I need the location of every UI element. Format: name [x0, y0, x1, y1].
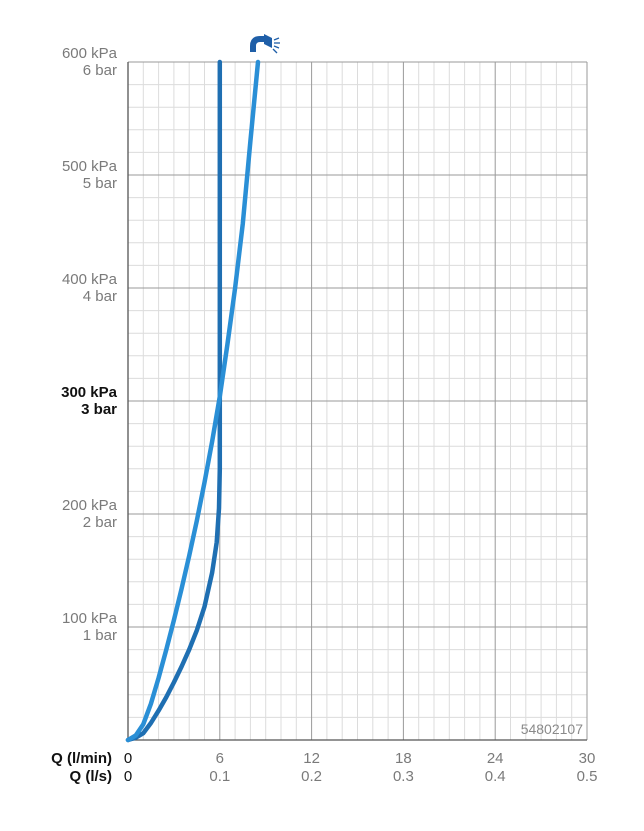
x-tick-label: 6 [216, 750, 224, 767]
x-tick-label: 0.3 [393, 768, 414, 785]
series-lines [125, 59, 261, 743]
x-tick-label: 12 [303, 750, 320, 767]
x-axis-name: Q (l/s) [69, 768, 112, 785]
series-line-2 [125, 59, 261, 743]
x-tick-labels: 0 6 12 18 24 30 0 0.1 0.2 0.3 0.4 0.5 [124, 750, 598, 785]
y-tick-label-bar: 4 bar [83, 288, 117, 305]
x-tick-label: 0.2 [301, 768, 322, 785]
y-tick-label-bar: 5 bar [83, 175, 117, 192]
axes [127, 62, 587, 741]
y-tick-label-kpa: 600 kPa [62, 45, 118, 62]
y-tick-label-kpa: 500 kPa [62, 158, 118, 175]
y-tick-label-bar: 3 bar [81, 401, 117, 418]
x-tick-label: 0.5 [577, 768, 598, 785]
y-tick-label-bar: 2 bar [83, 514, 117, 531]
x-tick-label: 0.4 [485, 768, 506, 785]
x-axis-name: Q (l/min) [51, 750, 112, 767]
x-tick-label: 24 [487, 750, 504, 767]
x-axis-names: Q (l/min)Q (l/s) [51, 750, 112, 785]
y-tick-label-bar: 1 bar [83, 627, 117, 644]
x-tick-label: 0 [124, 768, 132, 785]
y-tick-label-kpa: 400 kPa [62, 271, 118, 288]
y-tick-label-kpa: 100 kPa [62, 610, 118, 627]
y-tick-label-kpa: 200 kPa [62, 497, 118, 514]
x-tick-label: 30 [579, 750, 596, 767]
series-line-1 [125, 59, 223, 743]
x-tick-label: 18 [395, 750, 412, 767]
y-tick-label-bar: 6 bar [83, 62, 117, 79]
x-tick-label: 0 [124, 750, 132, 767]
shower-head-icon [250, 34, 280, 54]
product-code: 54802107 [521, 721, 584, 737]
x-tick-label: 0.1 [209, 768, 230, 785]
y-tick-label-kpa: 300 kPa [61, 384, 118, 401]
